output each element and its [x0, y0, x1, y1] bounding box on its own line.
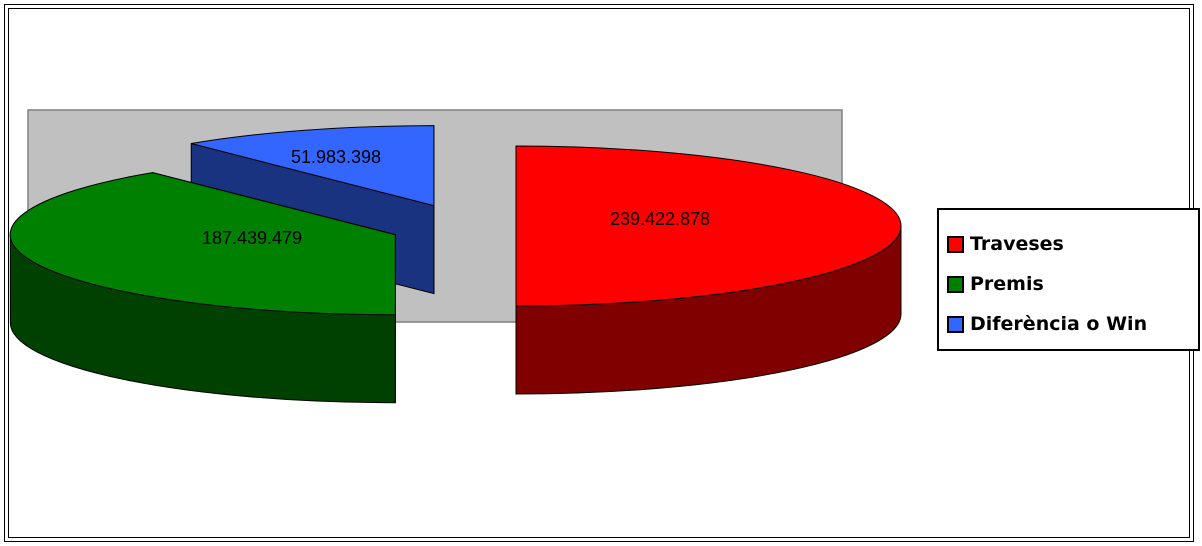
data-label: 51.983.398: [291, 147, 381, 167]
legend-label: Diferència o Win: [970, 313, 1148, 335]
legend-item-diferencia-o-win: Diferència o Win: [947, 304, 1198, 344]
legend-item-traveses: Traveses: [947, 224, 1198, 264]
slice-top: [9, 172, 396, 316]
data-label: 239.422.878: [610, 209, 710, 229]
legend-swatch: [947, 315, 964, 333]
slice-premis: [9, 171, 396, 404]
slice-top: [515, 145, 902, 307]
legend-swatch: [947, 235, 964, 253]
slice-traveses: [515, 145, 902, 395]
legend-label: Premis: [970, 273, 1044, 295]
slice-top: [191, 125, 435, 207]
pie-slices: 239.422.878 187.439.479 51.983.398: [9, 125, 902, 404]
legend: Traveses Premis Diferència o Win: [937, 208, 1200, 351]
legend-label: Traveses: [970, 233, 1064, 255]
legend-swatch: [947, 275, 964, 293]
data-label: 187.439.479: [202, 228, 302, 248]
legend-item-premis: Premis: [947, 264, 1198, 304]
